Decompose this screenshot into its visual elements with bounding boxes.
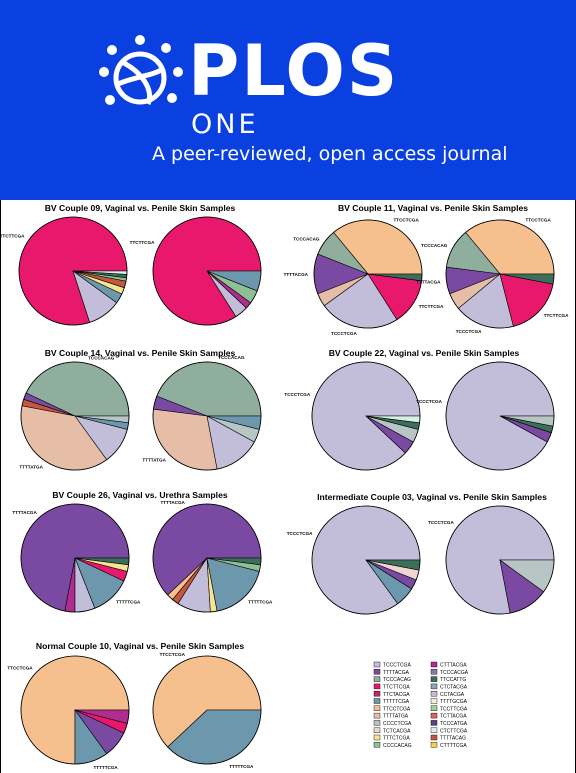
chart-title: BV Couple 26, Vaginal vs. Urethra Sample… <box>52 490 228 500</box>
legend-label: TCCCATGA <box>440 721 468 727</box>
slice-label: TCCCTCGA <box>416 399 442 404</box>
legend-swatch <box>374 684 380 689</box>
chart-title: Normal Couple 10, Vaginal vs. Penile Ski… <box>36 641 244 651</box>
legend-label: CTCTTCGA <box>440 728 468 734</box>
slice-label: TCCCACAG <box>293 237 320 242</box>
legend-swatch <box>431 728 437 733</box>
legend-swatch <box>374 662 380 667</box>
pie-chart: TTCCTCGA TCCCACAG TTTTACGA TCCCTCGA TTCTTCGA <box>284 218 445 336</box>
slice-label: TTTTACGA <box>12 510 37 515</box>
chart-title: BV Couple 11, Vaginal vs. Penile Skin Sa… <box>338 203 528 213</box>
legend-label: TTTTATGA <box>383 714 409 720</box>
legend-label: TTCTTCGA <box>383 685 410 691</box>
pie-chart: TCCCTCGA <box>428 506 554 614</box>
chart-title: BV Couple 09, Vaginal vs. Penile Skin Sa… <box>45 203 236 213</box>
slice-label: TCCCTCGA <box>428 520 454 525</box>
slice-label: TTCTTCGA <box>0 234 25 239</box>
legend-label: TTCCTCGA <box>383 706 411 712</box>
legend-label: CCTACGA <box>440 692 465 698</box>
legend-label: TCTCACGA <box>383 728 411 734</box>
chart-title: BV Couple 14, Vaginal vs. Penile Skin Sa… <box>45 348 236 358</box>
legend-swatch <box>431 742 437 747</box>
legend-swatch <box>431 713 437 718</box>
legend-label: TTTTACAG <box>440 736 466 742</box>
slice-label: TTTTTCGA <box>248 600 273 605</box>
legend-label: TTTTTCGA <box>383 699 410 705</box>
slice-label: TCCCTCGA <box>287 531 313 536</box>
legend-label: CCCCTCGA <box>383 721 412 727</box>
legend-label: CTCTACGA <box>440 685 468 691</box>
pie-chart: TTCTTCGA <box>0 217 127 325</box>
slice-label: TCCCACAG <box>218 355 245 360</box>
legend-swatch <box>374 699 380 704</box>
legend-swatch <box>374 677 380 682</box>
slice-label: TTCCTCGA <box>526 218 552 223</box>
slice-label: TTTTACGA <box>160 500 185 505</box>
pie-chart: TTCCTCGA TCCCACAG TTTTACGA TCCCTCGA TTCTTCGA <box>416 218 569 334</box>
legend-swatch <box>374 728 380 733</box>
legend-swatch <box>374 713 380 718</box>
legend-swatch <box>431 699 437 704</box>
legend-swatch <box>431 735 437 740</box>
slice-label: TCCCTCGA <box>284 392 310 397</box>
slice-label: TTTTTCGA <box>229 764 254 769</box>
pie-chart: TCCCTCGA <box>416 362 554 470</box>
legend-label: TTTCTCGA <box>383 736 410 742</box>
legend-swatch <box>431 706 437 711</box>
slice-label: TTTTATGA <box>19 465 43 470</box>
legend-swatch <box>374 706 380 711</box>
pie-chart: TTCTTCGA <box>130 217 261 325</box>
pie-chart: TCCCTCGA <box>287 506 420 614</box>
slice-label: TTTTACGA <box>416 280 441 285</box>
slice-label: TTTTATGA <box>142 458 166 463</box>
legend-label: CTTTTCGA <box>440 743 467 749</box>
legend-label: TTTTGCGA <box>440 699 468 705</box>
legend-swatch <box>431 669 437 674</box>
pie-chart: TCCCACAG TTTTATGA <box>142 355 261 470</box>
slice-label: TTCCTCGA <box>160 652 186 657</box>
slice-label: TTCCTCGA <box>394 218 420 223</box>
legend-label: TTCCATTG <box>440 677 466 683</box>
pie-chart: TTCCTCGA TTTTTCGA <box>153 652 261 769</box>
slice-label: TCCCTCGA <box>331 331 357 336</box>
chart-title: Intermediate Couple 03, Vaginal vs. Peni… <box>317 492 547 502</box>
legend-swatch <box>431 691 437 696</box>
legend: TCCCTCGA CTTTACGA TTTTACGA TCCCACGA TCCCACAG… <box>374 662 469 749</box>
legend-swatch <box>374 735 380 740</box>
slice-label: TTTTACGA <box>284 272 309 277</box>
legend-swatch <box>374 720 380 725</box>
legend-label: TTTTACGA <box>383 670 410 676</box>
legend-label: TCCCTCGA <box>383 663 411 669</box>
slice-label: TTCCTCGA <box>7 666 33 671</box>
chart-title: BV Couple 22, Vaginal vs. Penile Skin Sa… <box>329 348 520 358</box>
slice-label: TCCCACAG <box>88 355 115 360</box>
legend-swatch <box>431 720 437 725</box>
slice-label: TCCCACAG <box>421 243 448 248</box>
legend-label: TCCCACGA <box>440 670 469 676</box>
slice-label: TTCTTCGA <box>130 240 155 245</box>
legend-label: TTCTACGA <box>383 692 410 698</box>
pie-chart: TCCCACAG TTTTATGA <box>19 355 129 470</box>
legend-label: TCCCACAG <box>383 677 411 683</box>
legend-swatch <box>431 684 437 689</box>
slice-label: TTCTTCGA <box>419 304 444 309</box>
legend-label: TCTTACGA <box>440 714 467 720</box>
legend-label: CTTTACGA <box>440 663 467 669</box>
pie-chart: TTTTACGA TTTTTCGA <box>153 500 273 612</box>
legend-label: CCCCACAG <box>383 743 412 749</box>
pie-chart: TTTTACGA TTTTTCGA <box>12 504 141 612</box>
slice-label: TTTTTCGA <box>116 600 141 605</box>
pie-chart: TTCCTCGA TTTTTCGA <box>7 656 129 770</box>
legend-swatch <box>374 669 380 674</box>
legend-swatch <box>431 677 437 682</box>
legend-swatch <box>374 742 380 747</box>
legend-swatch <box>374 691 380 696</box>
slice-label: TCCCTCGA <box>456 329 482 334</box>
pie-chart: TCCCTCGA <box>284 362 420 470</box>
legend-swatch <box>431 662 437 667</box>
legend-label: TCCTTCGA <box>440 706 468 712</box>
slice-label: TTTTTCGA <box>94 765 119 770</box>
slice-label: TTCTTCGA <box>544 313 569 318</box>
